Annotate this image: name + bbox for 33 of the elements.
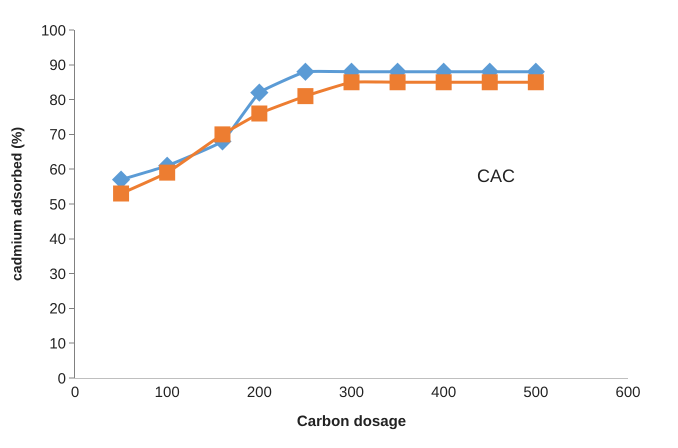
point <box>297 88 314 104</box>
point <box>251 106 268 122</box>
y-tick-label: 90 <box>49 57 66 74</box>
point <box>436 74 452 90</box>
point <box>113 186 130 202</box>
point <box>344 74 360 90</box>
y-tick-label: 20 <box>49 300 66 318</box>
point <box>214 126 230 142</box>
point <box>296 62 315 81</box>
x-tick-label: 200 <box>246 384 272 401</box>
x-axis-title: Carbon dosage <box>296 413 406 430</box>
point <box>482 74 498 90</box>
x-tick-label: 0 <box>70 384 80 401</box>
y-tick-label: 50 <box>49 196 66 214</box>
y-tick-label: 70 <box>49 126 66 144</box>
annotation: CAC <box>477 166 516 186</box>
x-tick-label: 100 <box>154 384 180 401</box>
point <box>250 84 268 102</box>
point <box>159 164 176 181</box>
y-tick-label: 60 <box>49 161 66 178</box>
y-tick-label: 80 <box>49 92 66 109</box>
point <box>528 74 544 90</box>
y-tick-label: 40 <box>49 231 66 248</box>
x-tick-label: 300 <box>338 384 364 401</box>
x-tick-label: 500 <box>523 384 548 401</box>
x-tick-label: 600 <box>615 384 641 401</box>
y-axis-title: cadmium adsorbed (%) <box>8 126 25 282</box>
point <box>390 74 406 90</box>
y-tick-label: 10 <box>49 335 66 352</box>
y-tick-label: 100 <box>40 22 66 40</box>
y-tick-label: 0 <box>58 370 66 388</box>
x-tick-label: 400 <box>431 384 456 401</box>
y-tick-label: 30 <box>49 266 66 283</box>
